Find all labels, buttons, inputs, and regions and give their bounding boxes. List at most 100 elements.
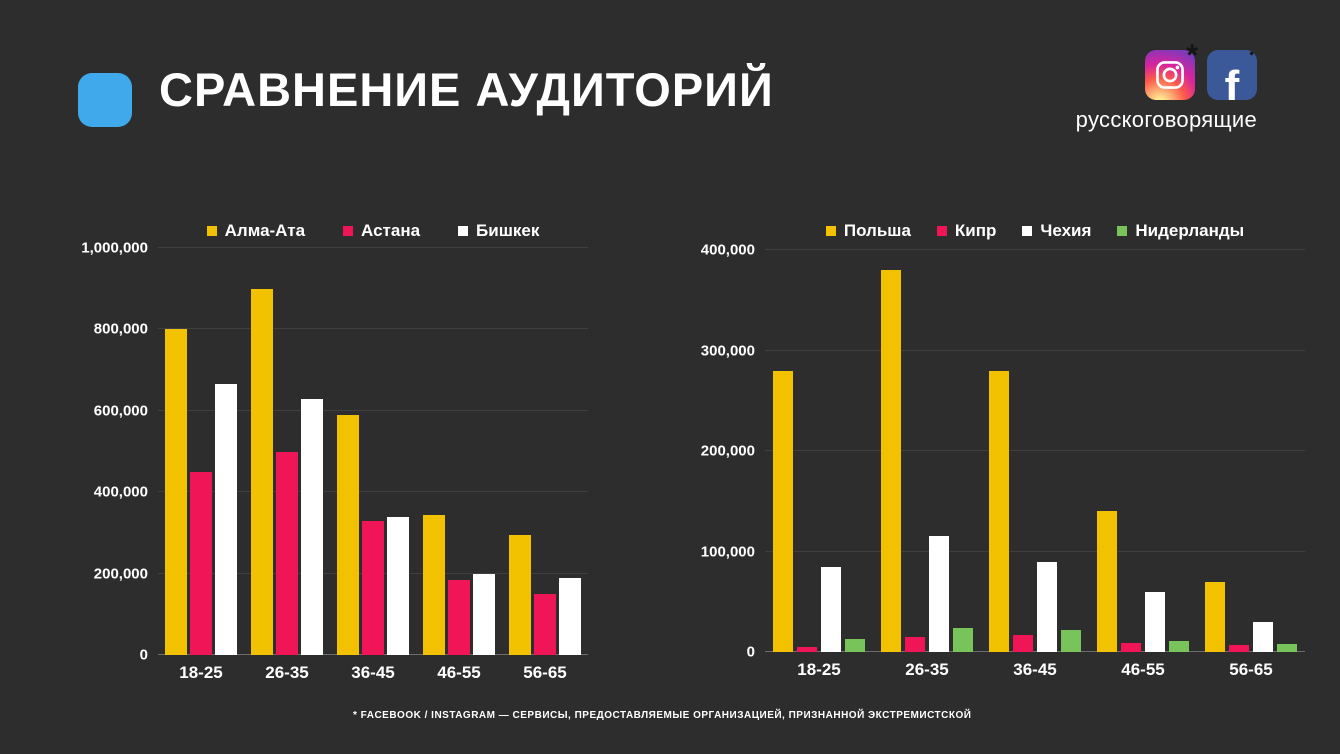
y-tick-label: 0 [139, 646, 148, 664]
legend-item: Алма-Ата [206, 221, 306, 241]
brand-caption: русскоговорящие [1075, 107, 1257, 132]
legend-swatch [825, 226, 836, 236]
bar [215, 384, 237, 655]
legend-item: Чехия [1022, 221, 1091, 241]
bar-group [981, 250, 1089, 652]
bar [1229, 644, 1249, 652]
x-axis-label: 36-45 [351, 663, 395, 682]
x-axis-label: 18-25 [797, 660, 841, 679]
x-axis-label: 36-45 [1013, 660, 1057, 679]
bar [1253, 621, 1273, 652]
x-axis-label: 46-55 [1121, 660, 1165, 679]
bar-group [502, 248, 588, 655]
title-accent-square [78, 73, 132, 127]
y-axis: 0 100,000 200,000 300,000 400,000 [682, 242, 755, 661]
facebook-icon: f * [1207, 50, 1257, 100]
bar [1013, 634, 1033, 652]
bar [797, 646, 817, 652]
legend-swatch [458, 226, 469, 236]
legend-label: Нидерланды [1135, 221, 1245, 240]
y-tick-label: 400,000 [700, 241, 755, 259]
bar [1145, 591, 1165, 652]
x-axis-label: 26-35 [905, 660, 949, 679]
x-axis-label: 46-55 [437, 663, 481, 682]
bar-group [244, 248, 330, 655]
bar [989, 370, 1009, 652]
bar [1037, 561, 1057, 652]
bar [1205, 581, 1225, 652]
legend-swatch [936, 226, 947, 236]
legend-item: Польша [825, 221, 911, 241]
y-tick-label: 0 [746, 643, 755, 661]
legend-swatch [343, 226, 354, 236]
disclaimer-text: * FACEBOOK / INSTAGRAM — СЕРВИСЫ, ПРЕДОС… [353, 710, 972, 721]
instagram-icon: * [1145, 41, 1198, 100]
legend-label: Алма-Ата [224, 221, 306, 240]
y-tick-label: 800,000 [93, 320, 148, 338]
legend-item: Астана [343, 221, 420, 241]
bar-group [158, 248, 244, 655]
bar [473, 573, 495, 655]
gridline [158, 247, 588, 248]
chart-legend: Алма-Ата Астана Бишкек [158, 221, 588, 241]
legend-label: Кипр [954, 221, 997, 240]
bar [1061, 629, 1081, 652]
bar [301, 398, 323, 655]
bar [190, 471, 212, 655]
chart-legend: Польша Кипр Чехия Нидерланды [765, 221, 1305, 241]
chart-countries-audience: Польша Кипр Чехия Нидерланды 0 100,000 200,00… [682, 215, 1305, 685]
bar-group [416, 248, 502, 655]
bar [1169, 640, 1189, 652]
gridline [765, 249, 1305, 250]
bar [251, 288, 273, 655]
y-tick-label: 200,000 [93, 565, 148, 583]
x-axis: 18-25 26-35 36-45 46-55 56-65 [765, 660, 1305, 680]
gridline [765, 550, 1305, 552]
bar [905, 636, 925, 652]
legend-label: Чехия [1040, 221, 1092, 240]
legend-item: Бишкек [458, 221, 539, 241]
bar [362, 520, 384, 655]
bar [881, 270, 901, 652]
legend-label: Бишкек [476, 221, 540, 240]
bar-group [330, 248, 416, 655]
gridline [765, 651, 1305, 652]
bar [929, 536, 949, 652]
gridline [158, 328, 588, 330]
bar-groups [158, 248, 588, 655]
x-axis-label: 56-65 [523, 663, 567, 682]
x-axis-label: 56-65 [1229, 660, 1273, 679]
y-tick-label: 100,000 [700, 543, 755, 560]
bar [423, 514, 445, 655]
y-tick-label: 300,000 [700, 342, 755, 359]
bar [509, 534, 531, 655]
gridline [158, 409, 588, 411]
x-axis: 18-25 26-35 36-45 46-55 56-65 [158, 663, 588, 683]
instagram-asterisk: * [1186, 39, 1198, 72]
plot-area [765, 249, 1305, 652]
page-title: СРАВНЕНИЕ АУДИТОРИЙ [159, 63, 774, 116]
y-tick-label: 400,000 [93, 483, 148, 501]
gridline [765, 450, 1305, 451]
bar [276, 451, 298, 655]
bar [559, 577, 581, 655]
chart-cities-audience: Алма-Ата Астана Бишкек 0 200,000 400,000 600,… [81, 215, 588, 685]
social-icons: * f * [1076, 41, 1257, 100]
legend-label: Польша [843, 221, 911, 240]
facebook-asterisk: * [1248, 50, 1257, 71]
bar [534, 593, 556, 655]
x-axis-label: 26-35 [265, 663, 309, 682]
legend-swatch [206, 226, 217, 236]
facebook-f-glyph: f [1224, 62, 1240, 101]
bar [387, 516, 409, 655]
bar [821, 566, 841, 652]
camera-glyph [1156, 61, 1184, 89]
bar-group [1197, 250, 1305, 652]
y-axis: 0 200,000 400,000 600,000 800,000 1,000,000 [81, 240, 148, 664]
bar [953, 627, 973, 652]
legend-label: Астана [361, 221, 421, 240]
y-tick-label: 200,000 [700, 442, 755, 460]
y-tick-label: 600,000 [93, 402, 148, 420]
bar [337, 414, 359, 655]
